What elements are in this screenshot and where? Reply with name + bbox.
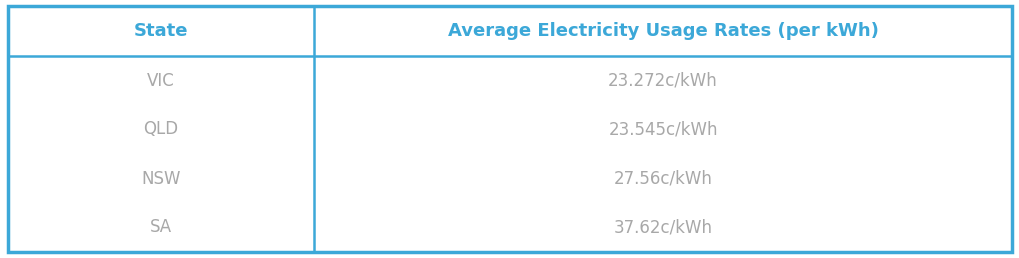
Text: 27.56c/kWh: 27.56c/kWh [613,170,712,188]
Text: Average Electricity Usage Rates (per kWh): Average Electricity Usage Rates (per kWh… [447,22,877,40]
Text: NSW: NSW [142,170,180,188]
Text: 37.62c/kWh: 37.62c/kWh [613,219,712,237]
Text: 23.545c/kWh: 23.545c/kWh [607,120,717,139]
Text: State: State [133,22,189,40]
Text: QLD: QLD [144,120,178,139]
Text: SA: SA [150,219,172,237]
Text: 23.272c/kWh: 23.272c/kWh [607,71,717,90]
Text: VIC: VIC [147,71,175,90]
